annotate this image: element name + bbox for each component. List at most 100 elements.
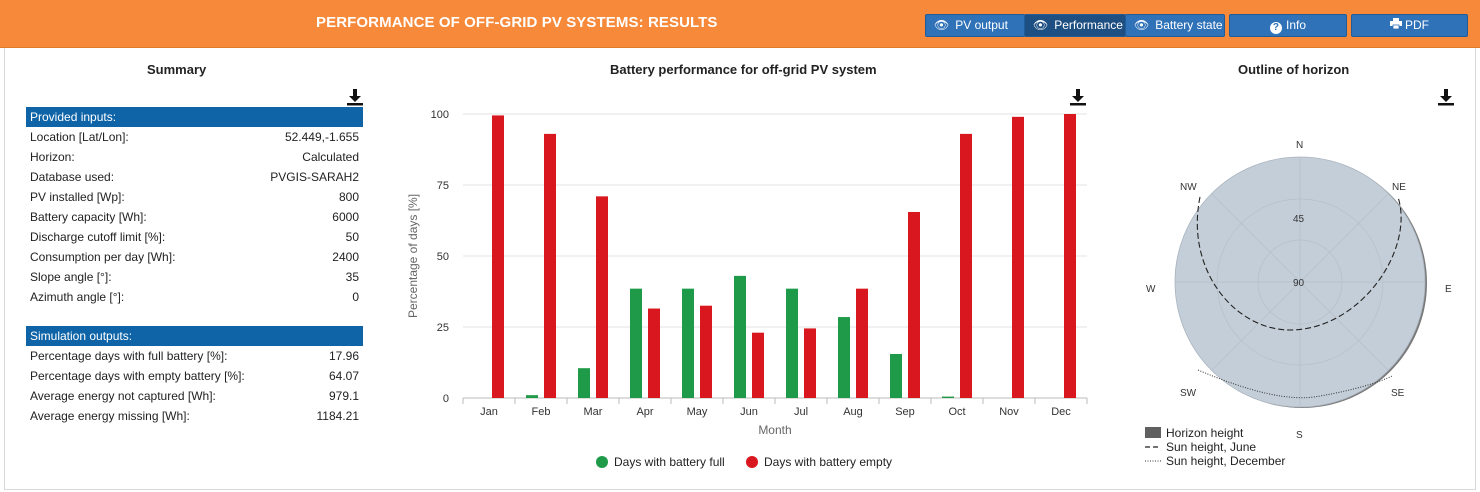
chart-title: Battery performance for off-grid PV syst…	[610, 62, 877, 77]
table-row: PV installed [Wp]: 800	[26, 187, 363, 207]
horizon-polar-chart: 45 90 N NE E SE S SW W NW	[1146, 140, 1452, 441]
row-value: Calculated	[302, 150, 359, 164]
table-row: Discharge cutoff limit [%]: 50	[26, 227, 363, 247]
y-tick-label: 75	[437, 180, 449, 192]
x-axis-title: Month	[758, 423, 791, 437]
bar-battery-empty	[960, 133, 972, 398]
battery-state-label: Battery state	[1155, 18, 1223, 32]
bar-battery-empty	[544, 133, 556, 398]
legend-label-horizon: Horizon height	[1166, 426, 1244, 440]
pdf-button[interactable]: PDF	[1351, 14, 1468, 37]
bar-battery-empty	[1064, 114, 1076, 398]
y-tick-label: 100	[431, 109, 449, 121]
pv-output-label: PV output	[955, 18, 1008, 32]
inputs-table: Provided inputs: Location [Lat/Lon]: 52.4…	[26, 107, 363, 307]
legend-horizon-height[interactable]: Horizon height	[1145, 426, 1285, 440]
bar-battery-empty	[908, 211, 920, 398]
row-label: Percentage days with full battery [%]:	[30, 349, 228, 363]
y-tick-label: 25	[437, 322, 449, 334]
direction-n: N	[1296, 140, 1303, 151]
y-tick-label: 50	[437, 251, 449, 263]
x-tick-label: Aug	[843, 406, 863, 418]
download-icon[interactable]	[346, 88, 364, 106]
performance-button[interactable]: 👁 Performance	[1024, 14, 1126, 37]
row-value: 1184.21	[316, 409, 360, 423]
row-value: 979.1	[328, 389, 359, 403]
row-value: 6000	[332, 210, 359, 224]
bar-battery-empty	[648, 308, 660, 398]
row-label: PV installed [Wp]:	[30, 190, 125, 204]
row-label: Consumption per day [Wh]:	[30, 250, 176, 264]
x-tick-label: Oct	[948, 406, 965, 418]
bar-battery-empty	[1012, 116, 1024, 398]
download-icon[interactable]	[1069, 88, 1087, 106]
direction-nw: NW	[1180, 182, 1197, 193]
outputs-table-header: Simulation outputs:	[26, 326, 363, 346]
battery-state-button[interactable]: 👁 Battery state	[1125, 14, 1225, 37]
row-value: 50	[345, 230, 359, 244]
legend-sun-june[interactable]: Sun height, June	[1145, 440, 1285, 454]
info-label: Info	[1285, 18, 1306, 32]
direction-ne: NE	[1392, 182, 1406, 193]
x-tick-label: Jan	[480, 406, 498, 418]
table-row: Azimuth angle [°]: 0	[26, 287, 363, 307]
bar-battery-full	[786, 288, 798, 398]
table-row: Database used: PVGIS-SARAH2	[26, 167, 363, 187]
radial-label-90: 90	[1293, 278, 1305, 289]
eye-icon: 👁	[934, 18, 950, 32]
direction-se: SE	[1391, 388, 1405, 399]
direction-e: E	[1445, 284, 1452, 295]
direction-sw: SW	[1180, 388, 1197, 399]
row-label: Discharge cutoff limit [%]:	[30, 230, 166, 244]
row-label: Azimuth angle [°]:	[30, 290, 125, 304]
eye-icon: 👁	[1134, 18, 1150, 32]
table-row: Consumption per day [Wh]: 2400	[26, 247, 363, 267]
outputs-table: Simulation outputs: Percentage days with…	[26, 326, 363, 426]
legend-label-june: Sun height, June	[1166, 440, 1257, 454]
row-label: Battery capacity [Wh]:	[30, 210, 147, 224]
legend-swatch-june	[1145, 446, 1161, 448]
bar-battery-full	[890, 353, 902, 398]
legend-label-full: Days with battery full	[614, 455, 725, 469]
legend-item-empty[interactable]: Days with battery empty	[746, 455, 892, 469]
table-row: Average energy missing [Wh]: 1184.21	[26, 406, 363, 426]
header-bar: PERFORMANCE OF OFF-GRID PV SYSTEMS: RESU…	[0, 0, 1480, 48]
row-label: Horizon:	[30, 150, 75, 164]
table-row: Average energy not captured [Wh]: 979.1	[26, 386, 363, 406]
bar-battery-full	[942, 396, 954, 398]
x-tick-label: Feb	[532, 406, 551, 418]
row-value: 64.07	[328, 369, 359, 383]
page-title: PERFORMANCE OF OFF-GRID PV SYSTEMS: RESU…	[316, 14, 718, 31]
bar-battery-empty	[492, 115, 504, 399]
row-label: Slope angle [°]:	[30, 270, 112, 284]
bar-battery-full	[734, 275, 746, 398]
row-value: 35	[345, 270, 359, 284]
summary-title: Summary	[147, 62, 207, 77]
horizon-legend: Horizon height Sun height, June Sun heig…	[1145, 426, 1285, 468]
direction-s: S	[1296, 430, 1303, 441]
info-button[interactable]: ? Info	[1229, 14, 1347, 37]
x-tick-label: Sep	[895, 406, 915, 418]
download-icon[interactable]	[1437, 88, 1455, 106]
row-value: 2400	[332, 250, 359, 264]
legend-item-full[interactable]: Days with battery full	[596, 455, 725, 469]
legend-label-empty: Days with battery empty	[764, 455, 893, 469]
y-tick-label: 0	[443, 393, 449, 405]
polar-grid	[1175, 157, 1425, 407]
x-tick-label: Nov	[999, 406, 1019, 418]
row-label: Percentage days with empty battery [%]:	[30, 369, 245, 383]
row-label: Average energy missing [Wh]:	[30, 409, 190, 423]
bar-battery-full	[630, 288, 642, 398]
pv-output-button[interactable]: 👁 PV output	[925, 14, 1025, 37]
radial-label-45: 45	[1293, 214, 1305, 225]
table-row: Percentage days with full battery [%]: 17…	[26, 346, 363, 366]
bar-battery-empty	[856, 288, 868, 398]
legend-sun-december[interactable]: Sun height, December	[1145, 454, 1285, 468]
info-icon: ?	[1269, 22, 1282, 34]
bar-battery-empty	[804, 328, 816, 398]
table-row: Slope angle [°]: 35	[26, 267, 363, 287]
bar-battery-full	[578, 368, 590, 398]
row-value: 0	[352, 290, 359, 304]
table-row: Battery capacity [Wh]: 6000	[26, 207, 363, 227]
